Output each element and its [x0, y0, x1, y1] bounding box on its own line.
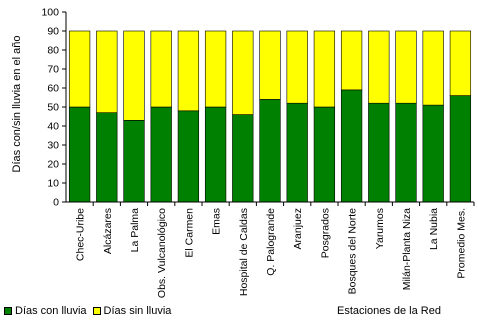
legend-swatch-sin-lluvia — [92, 307, 101, 315]
x-tick-label: Alcázares — [102, 208, 114, 254]
bar-con-lluvia-4 — [177, 110, 200, 203]
y-tick-label: 70 — [47, 64, 59, 76]
x-tick-label: Chec-Uribe — [75, 208, 87, 261]
x-tick-label: Promedio Mes. — [455, 208, 467, 279]
x-tick-label: La Palma — [129, 208, 141, 253]
x-tick-label: Hospital de Caldas — [238, 208, 250, 296]
bar-sin-lluvia-10 — [340, 30, 363, 91]
bar-con-lluvia-8 — [286, 102, 308, 203]
bar-con-lluvia-11 — [368, 102, 390, 203]
legend-item-con-lluvia: Días con lluvia — [4, 305, 87, 317]
x-tick-label: La Nubia — [428, 208, 440, 250]
bar-sin-lluvia-7 — [259, 30, 281, 100]
x-tick-label: El Carmen — [183, 208, 195, 258]
bar-con-lluvia-0 — [68, 106, 91, 203]
bar-con-lluvia-9 — [313, 106, 336, 203]
x-tick-label: Milán-Planta Niza — [401, 208, 413, 290]
bar-sin-lluvia-2 — [123, 30, 145, 121]
bar-con-lluvia-1 — [96, 112, 118, 203]
bar-con-lluvia-5 — [204, 106, 227, 203]
y-tick-label: 100 — [41, 7, 59, 19]
bar-con-lluvia-7 — [259, 99, 281, 203]
legend-swatch-con-lluvia — [4, 307, 12, 315]
legend-label-con-lluvia: Días con lluvia — [15, 305, 87, 317]
bar-sin-lluvia-0 — [68, 30, 91, 108]
bar-sin-lluvia-12 — [395, 30, 417, 104]
y-tick-label: 50 — [47, 102, 59, 114]
bar-con-lluvia-2 — [123, 120, 145, 203]
bar-sin-lluvia-11 — [368, 30, 390, 104]
y-tick-label: 30 — [47, 140, 59, 152]
x-tick-label: Yarumos — [374, 208, 386, 249]
bar-con-lluvia-3 — [150, 106, 172, 203]
x-tick-label: Q. Palogrande — [265, 208, 277, 276]
legend-item-sin-lluvia: Días sin lluvia — [92, 305, 172, 317]
x-tick-label: Bosques del Norte — [347, 208, 359, 295]
x-axis-label: Estaciones de la Red — [337, 305, 441, 317]
bar-sin-lluvia-6 — [232, 30, 254, 115]
bar-sin-lluvia-13 — [422, 30, 444, 106]
y-tick-label: 80 — [47, 45, 59, 57]
bar-sin-lluvia-3 — [150, 30, 172, 108]
bar-con-lluvia-12 — [395, 102, 417, 203]
y-tick-label: 90 — [47, 26, 59, 38]
y-tick-label: 10 — [47, 178, 59, 190]
bar-con-lluvia-14 — [449, 95, 472, 203]
bar-con-lluvia-13 — [422, 104, 444, 203]
bar-con-lluvia-10 — [340, 89, 363, 203]
legend-label-sin-lluvia: Días sin lluvia — [103, 305, 172, 317]
y-tick-label: 40 — [47, 121, 59, 133]
bar-sin-lluvia-1 — [96, 30, 118, 113]
bar-sin-lluvia-14 — [449, 30, 472, 96]
y-tick-label: 20 — [47, 159, 59, 171]
bar-sin-lluvia-4 — [177, 30, 200, 112]
x-tick-label: Obs. Vulcanológico — [156, 208, 168, 298]
y-tick-labels: 0 10 20 30 40 50 60 70 80 90 100 — [41, 7, 59, 209]
bar-sin-lluvia-5 — [204, 30, 227, 108]
x-tick-label: Aranjuez — [292, 208, 304, 249]
y-axis-label: Días con/sin lluvia en el año — [11, 36, 23, 173]
bar-sin-lluvia-8 — [286, 30, 308, 104]
bar-con-lluvia-6 — [232, 114, 254, 203]
x-tick-labels: Chec-Uribe Alcázares La Palma Obs. Vulcanol… — [75, 208, 468, 298]
bar-sin-lluvia-9 — [313, 30, 336, 108]
y-tick-label: 0 — [53, 197, 59, 209]
bars-layer — [68, 30, 472, 203]
y-tick-label: 60 — [47, 83, 59, 95]
legend: Días con lluvia Días sin lluvia — [4, 304, 177, 318]
axes-layer — [62, 11, 475, 206]
x-tick-label: Posgrados — [319, 208, 331, 258]
x-tick-label: Emas — [211, 208, 223, 235]
